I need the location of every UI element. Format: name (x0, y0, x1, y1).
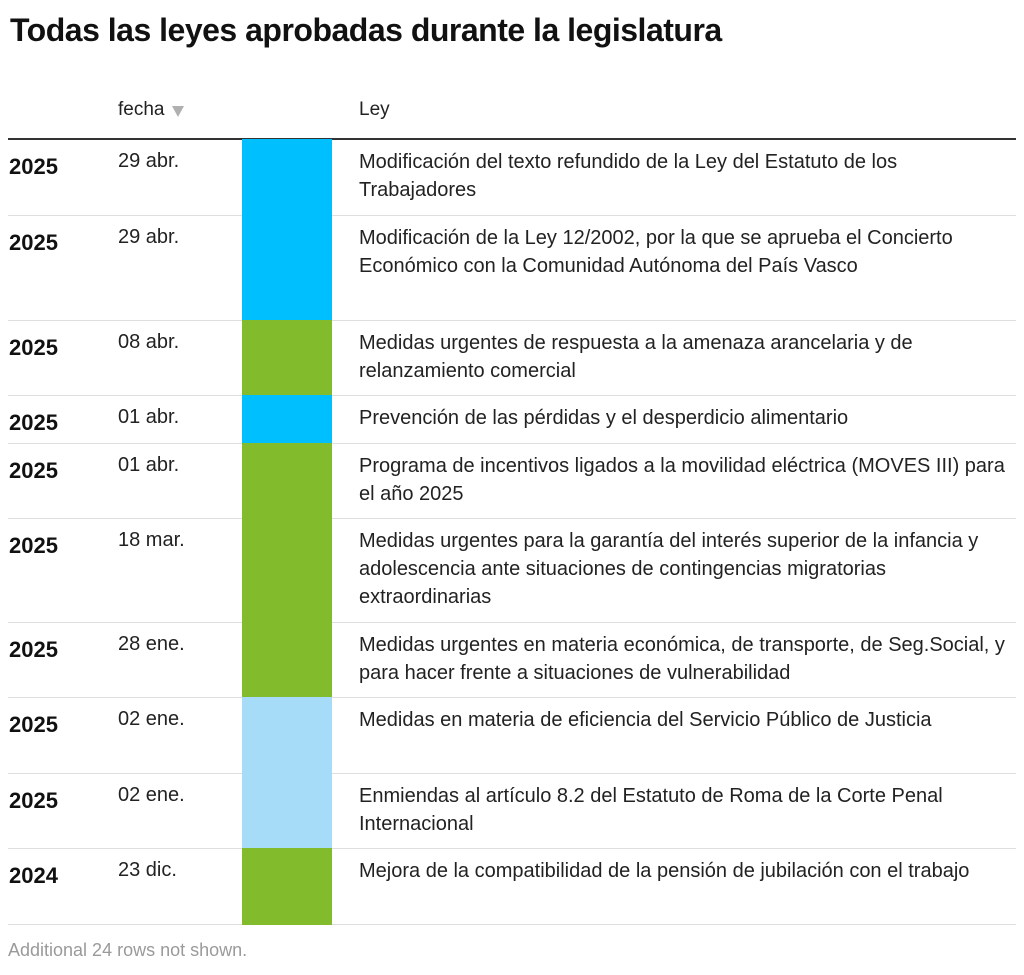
table-row: 2025 28 ene. Medidas urgentes en materia e… (8, 622, 1016, 698)
row-date: 28 ene. (118, 633, 185, 655)
row-law-title: Mejora de la compatibilidad de la pensió… (359, 860, 970, 882)
row-category-bar (242, 773, 332, 849)
page-title: Todas las leyes aprobadas durante la leg… (10, 12, 722, 48)
row-category-bar (242, 697, 332, 774)
row-date: 01 abr. (118, 454, 180, 476)
row-year: 2025 (9, 788, 58, 813)
table-row: 2025 01 abr. Programa de incentivos ligado… (8, 443, 1016, 519)
table-row: 2025 08 abr. Medidas urgentes de respuesta… (8, 320, 1016, 396)
row-year: 2025 (9, 533, 58, 558)
sort-descending-icon[interactable] (172, 105, 185, 117)
table-row: 2025 29 abr. Modificación del texto refund… (8, 139, 1016, 216)
row-category-bar (242, 622, 332, 698)
table-row: 2025 29 abr. Modificación de la Ley 12/200… (8, 215, 1016, 321)
row-date: 02 ene. (118, 784, 185, 806)
footer-note: Additional 24 rows not shown. (8, 940, 248, 960)
row-law-title: Prevención de las pérdidas y el desperdi… (359, 407, 849, 429)
row-year: 2025 (9, 410, 58, 435)
row-year: 2025 (9, 458, 58, 483)
row-law-title: Modificación del texto refundido de la L… (359, 151, 898, 201)
row-date: 23 dic. (118, 859, 177, 881)
row-law-title: Medidas en materia de eficiencia del Ser… (359, 709, 932, 731)
row-date: 18 mar. (118, 529, 185, 551)
row-category-bar (242, 395, 332, 444)
row-year: 2025 (9, 154, 58, 179)
row-category-bar (242, 518, 332, 623)
row-year: 2025 (9, 712, 58, 737)
row-law-title: Medidas urgentes para la garantía del in… (359, 530, 979, 608)
row-law-title: Programa de incentivos ligados a la movi… (359, 455, 1005, 505)
row-category-bar (242, 215, 332, 321)
laws-table: fecha Ley 2025 29 abr. Modificación del te… (8, 80, 1016, 925)
table-header: fecha Ley (8, 80, 1016, 140)
row-law-title: Enmiendas al artículo 8.2 del Estatuto d… (359, 785, 943, 835)
row-year: 2025 (9, 637, 58, 662)
row-year: 2024 (9, 863, 58, 888)
table-row: 2024 23 dic. Mejora de la compatibilidad d… (8, 848, 1016, 925)
table-row: 2025 01 abr. Prevención de las pérdidas y … (8, 395, 1016, 444)
row-date: 29 abr. (118, 150, 180, 172)
row-year: 2025 (9, 230, 58, 255)
table-row: 2025 02 ene. Enmiendas al artículo 8.2 del… (8, 773, 1016, 849)
column-header-fecha[interactable]: fecha (118, 99, 185, 121)
row-law-title: Modificación de la Ley 12/2002, por la q… (359, 227, 953, 277)
row-date: 29 abr. (118, 226, 180, 248)
column-header-ley[interactable]: Ley (359, 99, 390, 120)
table-row: 2025 02 ene. Medidas en materia de eficien… (8, 697, 1016, 774)
row-date: 01 abr. (118, 406, 180, 428)
row-law-title: Medidas urgentes en materia económica, d… (359, 634, 1005, 684)
row-category-bar (242, 139, 332, 216)
table-row: 2025 18 mar. Medidas urgentes para la gara… (8, 518, 1016, 623)
row-category-bar (242, 320, 332, 396)
row-law-title: Medidas urgentes de respuesta a la amena… (359, 332, 913, 382)
column-header-fecha-label: fecha (118, 99, 165, 120)
row-category-bar (242, 848, 332, 925)
table-body: 2025 29 abr. Modificación del texto refund… (8, 139, 1016, 925)
row-date: 02 ene. (118, 708, 185, 730)
row-category-bar (242, 443, 332, 519)
row-date: 08 abr. (118, 331, 180, 353)
row-year: 2025 (9, 335, 58, 360)
